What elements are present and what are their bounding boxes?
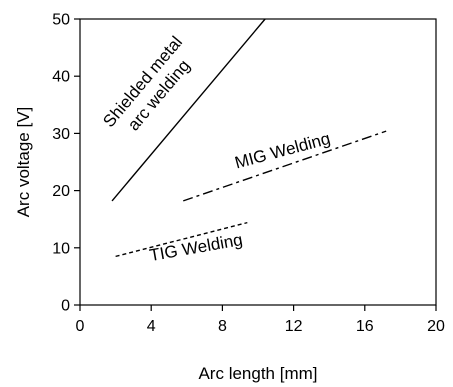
x-tick-label: 4 (147, 318, 156, 335)
y-tick-label: 20 (52, 183, 70, 200)
series-label-2: MIG Welding (233, 129, 333, 173)
y-tick-label: 40 (52, 69, 70, 86)
series-line-3 (115, 221, 248, 258)
series-group (111, 18, 387, 258)
series-line-1 (111, 18, 266, 202)
series-line-2 (183, 130, 387, 202)
x-tick-label: 16 (356, 318, 374, 335)
y-tick-label: 30 (52, 126, 70, 143)
y-axis-title: Arc voltage [V] (14, 107, 33, 218)
series-label-1: Shielded metalarc welding (99, 33, 202, 145)
series-label-line: TIG Welding (148, 230, 244, 265)
series-label-3: TIG Welding (148, 230, 244, 265)
x-tick-label: 20 (427, 318, 445, 335)
x-tick-label: 12 (285, 318, 303, 335)
y-tick-label: 10 (52, 240, 70, 257)
series-label-line: MIG Welding (233, 129, 333, 173)
x-axis-title: Arc length [mm] (198, 364, 317, 383)
series-labels: Shielded metalarc welding MIG Welding TIG … (99, 33, 332, 266)
y-tick-label: 0 (61, 298, 70, 315)
axes: 0 4 8 12 16 20 0 10 20 30 40 50 (52, 12, 445, 336)
x-tick-label: 8 (218, 318, 227, 335)
plot-frame (79, 18, 437, 306)
y-tick-label: 50 (52, 12, 70, 29)
x-tick-label: 0 (76, 318, 85, 335)
